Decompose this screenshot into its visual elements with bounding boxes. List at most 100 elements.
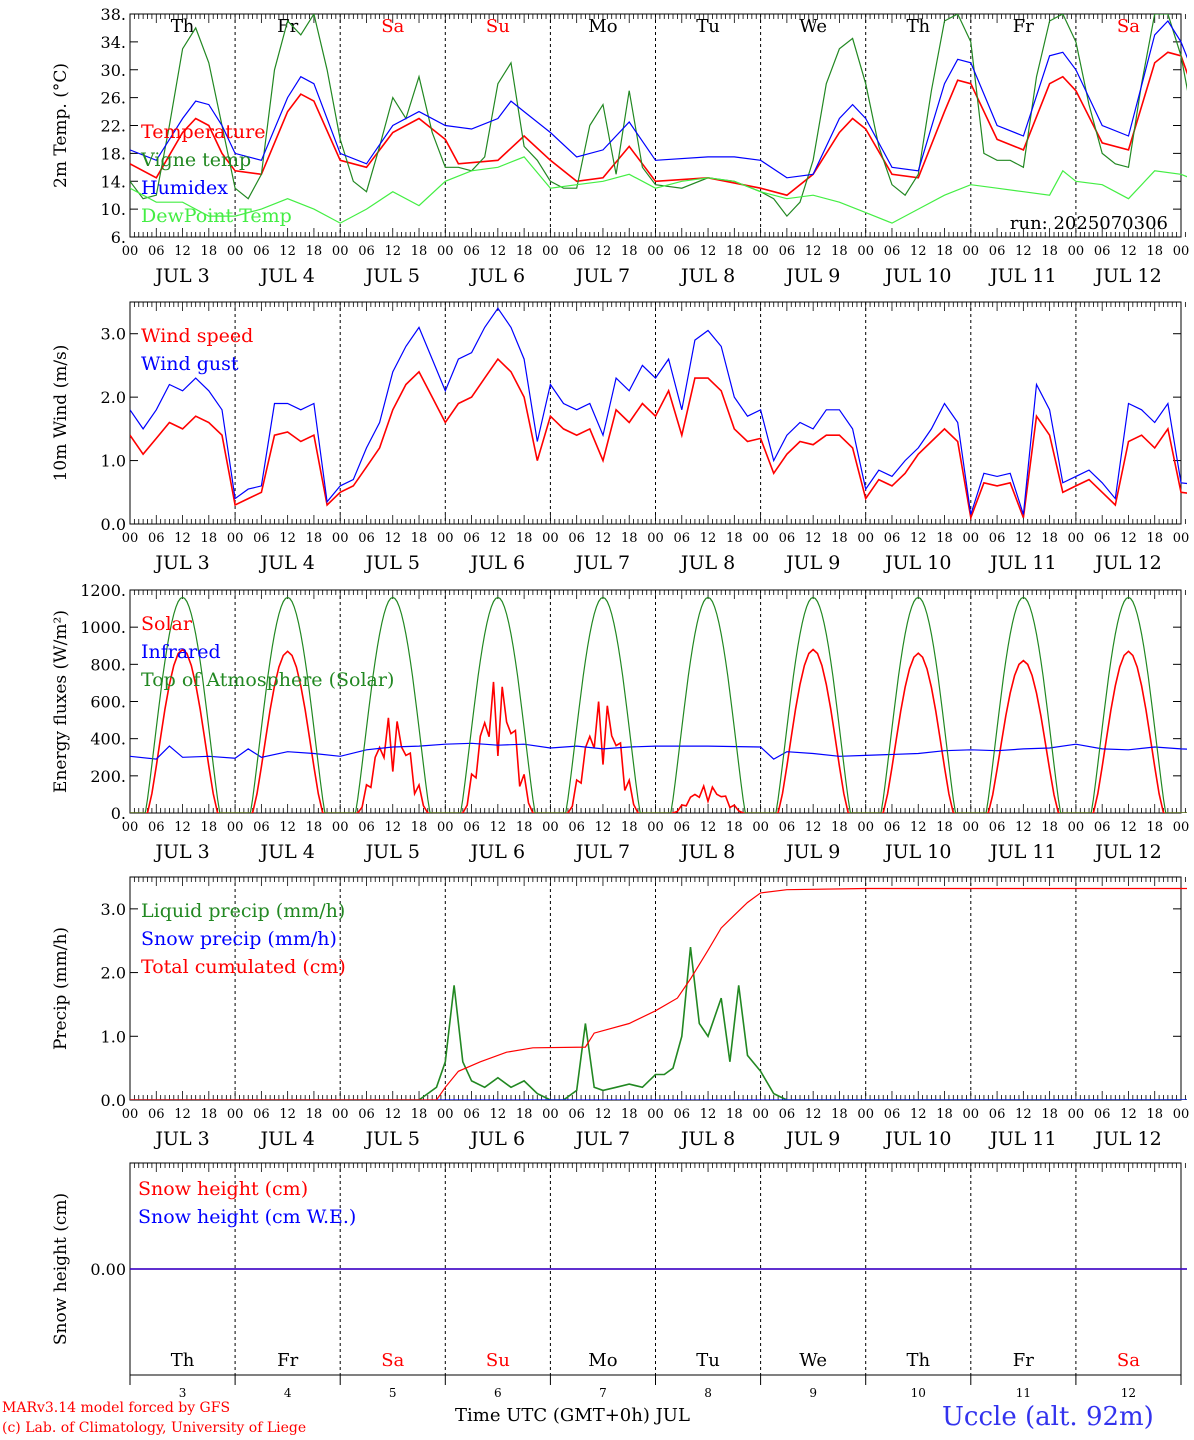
footer-model: MARv3.14 model forced by GFS bbox=[2, 1400, 231, 1416]
plot-frame bbox=[129, 13, 1182, 238]
series-line-infrared bbox=[130, 742, 1187, 760]
series-line-liquid-precip-mm-h- bbox=[130, 947, 1187, 1100]
day-label: JUL 8 bbox=[679, 265, 735, 287]
day-label: JUL 10 bbox=[883, 841, 951, 863]
day-label: JUL 11 bbox=[988, 841, 1056, 863]
y-tick-label: 0.0 bbox=[101, 1091, 126, 1110]
hour-label: 06 bbox=[358, 1107, 375, 1122]
day-label: JUL 10 bbox=[883, 265, 951, 287]
day-label: JUL 12 bbox=[1093, 1128, 1161, 1150]
day-label: JUL 6 bbox=[469, 552, 525, 574]
hour-label: 00 bbox=[332, 244, 349, 259]
day-label: JUL 6 bbox=[469, 1128, 525, 1150]
hour-label: 12 bbox=[174, 820, 191, 835]
weekday-label: Tu bbox=[696, 16, 720, 37]
bottom-day-number: 9 bbox=[809, 1386, 817, 1400]
y-tick-label: 2.0 bbox=[101, 964, 126, 983]
hour-label: 06 bbox=[148, 531, 165, 546]
hour-label: 00 bbox=[437, 531, 454, 546]
day-label: JUL 4 bbox=[258, 552, 314, 574]
weekday-label: Fr bbox=[1013, 1350, 1034, 1371]
hour-label: 12 bbox=[595, 244, 612, 259]
y-tick-label: 38. bbox=[101, 5, 126, 24]
hour-label: 06 bbox=[1094, 531, 1111, 546]
hour-label: 18 bbox=[411, 1107, 428, 1122]
hour-label: 12 bbox=[279, 531, 296, 546]
hour-label: 18 bbox=[306, 1107, 323, 1122]
hour-label: 12 bbox=[1015, 820, 1032, 835]
day-label: JUL 7 bbox=[574, 265, 630, 287]
hour-label: 06 bbox=[463, 531, 480, 546]
day-label: JUL 9 bbox=[784, 1128, 840, 1150]
legend-entry: Liquid precip (mm/h) bbox=[141, 900, 345, 922]
hour-label: 12 bbox=[595, 531, 612, 546]
weekday-label: Su bbox=[486, 16, 510, 37]
day-label: JUL 7 bbox=[574, 841, 630, 863]
legend-entry: Humidex bbox=[141, 177, 228, 199]
hour-label: 00 bbox=[1068, 244, 1085, 259]
y-tick-label: 2.0 bbox=[101, 388, 126, 407]
day-label: JUL 4 bbox=[258, 1128, 314, 1150]
bottom-day-number: 6 bbox=[494, 1386, 502, 1400]
hour-label: 18 bbox=[621, 1107, 638, 1122]
hour-label: 06 bbox=[1094, 1107, 1111, 1122]
footer-credit: (c) Lab. of Climatology, University of L… bbox=[2, 1420, 307, 1436]
hour-label: 18 bbox=[516, 1107, 533, 1122]
hour-label: 18 bbox=[411, 244, 428, 259]
hour-label: 12 bbox=[174, 531, 191, 546]
hour-label: 06 bbox=[884, 244, 901, 259]
hour-label: 06 bbox=[674, 531, 691, 546]
weekday-label: Mo bbox=[588, 1350, 617, 1371]
series-line-top-of-atmosphere-solar- bbox=[130, 596, 1187, 813]
panel-3: 0. 200. 400. 600. 800. 1000. 1200. Energy fluxe… bbox=[51, 581, 1189, 863]
hour-label: 12 bbox=[1015, 1107, 1032, 1122]
weekday-label: Sa bbox=[381, 1350, 404, 1371]
hour-label: 06 bbox=[463, 1107, 480, 1122]
hour-label: 06 bbox=[779, 820, 796, 835]
hour-label: 18 bbox=[201, 1107, 218, 1122]
bottom-day-number: 3 bbox=[179, 1386, 187, 1400]
hour-label: 18 bbox=[1041, 1107, 1058, 1122]
hour-label: 18 bbox=[516, 820, 533, 835]
hour-label: 18 bbox=[621, 244, 638, 259]
day-label: JUL 10 bbox=[883, 1128, 951, 1150]
day-label: JUL 12 bbox=[1093, 841, 1161, 863]
hour-label: 12 bbox=[490, 820, 507, 835]
hour-label: 18 bbox=[936, 531, 953, 546]
hour-label: 18 bbox=[306, 531, 323, 546]
hour-label: 12 bbox=[1120, 244, 1137, 259]
series-line-temperature bbox=[130, 51, 1187, 197]
y-tick-label: 400. bbox=[90, 730, 126, 749]
day-label: JUL 11 bbox=[988, 1128, 1056, 1150]
hour-label: 00 bbox=[963, 531, 980, 546]
hour-label: 12 bbox=[910, 820, 927, 835]
weekday-label: Th bbox=[171, 1350, 195, 1371]
hour-label: 00 bbox=[647, 244, 664, 259]
series-line-humidex bbox=[130, 20, 1187, 179]
day-label: JUL 11 bbox=[988, 265, 1056, 287]
day-label: JUL 9 bbox=[784, 552, 840, 574]
hour-label: 18 bbox=[726, 820, 743, 835]
hour-label: 06 bbox=[358, 531, 375, 546]
hour-label: 12 bbox=[384, 1107, 401, 1122]
hour-label: 06 bbox=[989, 244, 1006, 259]
y-axis-label: Snow height (cm) bbox=[51, 1193, 71, 1345]
day-label: JUL 3 bbox=[153, 841, 209, 863]
panel-5: 0.00 Snow height (cm) Th Fr Sa Su Mo Tu We Th Fr Sa… bbox=[51, 1162, 1187, 1376]
hour-label: 06 bbox=[568, 820, 585, 835]
series-group bbox=[130, 887, 1187, 1100]
hour-label: 12 bbox=[279, 1107, 296, 1122]
hour-label: 06 bbox=[1094, 244, 1111, 259]
hour-label: 00 bbox=[1173, 244, 1190, 259]
day-label: JUL 4 bbox=[258, 841, 314, 863]
hour-label: 12 bbox=[1015, 244, 1032, 259]
y-axis-label: Energy fluxes (W/m²) bbox=[51, 610, 71, 793]
x-axis-title: Time UTC (GMT+0h) JUL bbox=[455, 1405, 690, 1426]
hour-label: 06 bbox=[253, 1107, 270, 1122]
hour-label: 18 bbox=[831, 1107, 848, 1122]
hour-label: 18 bbox=[411, 531, 428, 546]
weekday-label: Sa bbox=[1117, 16, 1140, 37]
y-tick-label: 1.0 bbox=[101, 452, 126, 471]
series-line-wind-speed bbox=[130, 357, 1187, 521]
hour-label: 00 bbox=[542, 1107, 559, 1122]
